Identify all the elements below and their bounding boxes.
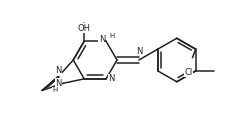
Text: N: N (108, 74, 114, 83)
Text: Cl: Cl (184, 68, 192, 77)
Text: N: N (99, 35, 105, 44)
Text: OH: OH (78, 24, 91, 33)
Text: H: H (109, 33, 114, 39)
Text: H: H (52, 87, 58, 93)
Text: N: N (136, 47, 142, 56)
Text: N: N (55, 66, 62, 75)
Text: N: N (55, 79, 62, 88)
